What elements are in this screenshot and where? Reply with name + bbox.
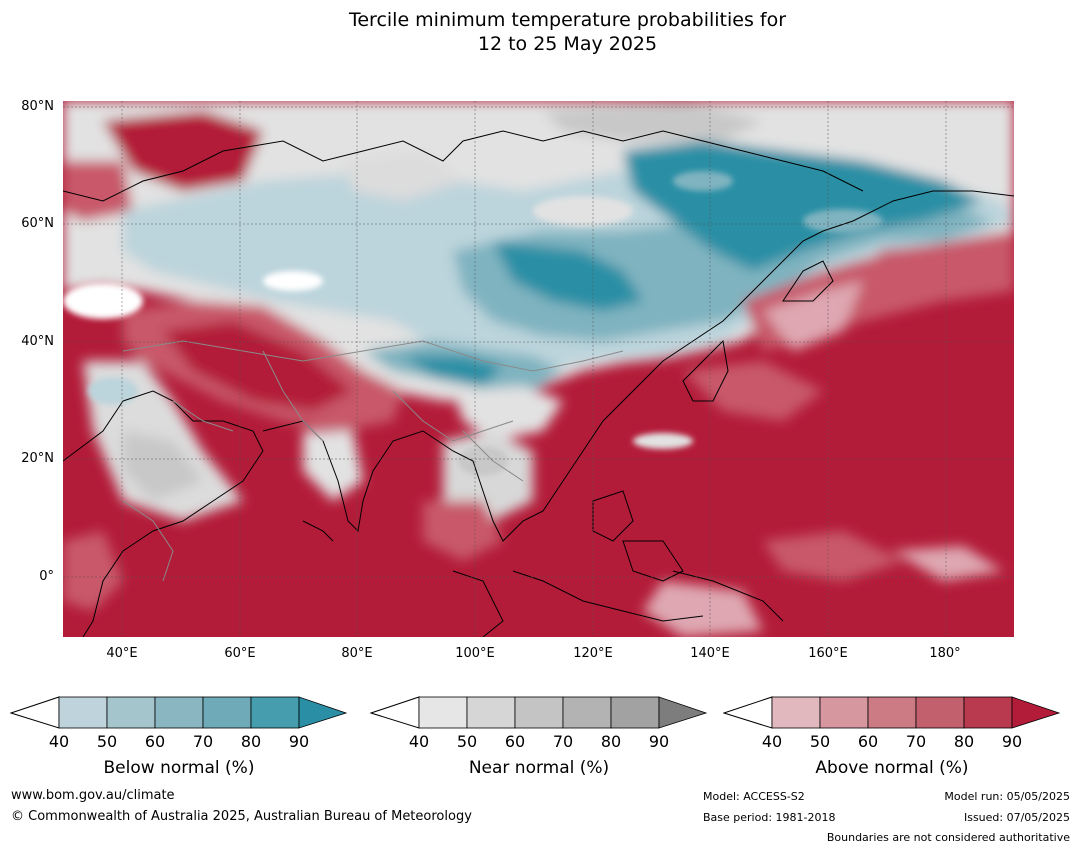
above-tick-70: 70 bbox=[905, 732, 927, 751]
colorbar-swatch bbox=[963, 696, 1013, 729]
disclaimer-text: Boundaries are not considered authoritat… bbox=[826, 831, 1070, 844]
colorbar-swatch bbox=[658, 696, 708, 729]
below-tick-80: 80 bbox=[240, 732, 262, 751]
below-tick-70: 70 bbox=[192, 732, 214, 751]
graticule bbox=[63, 101, 1014, 637]
colorbar-swatch bbox=[106, 696, 156, 729]
below-tick-50: 50 bbox=[96, 732, 118, 751]
colorbar-swatch bbox=[154, 696, 204, 729]
near-tick-50: 50 bbox=[456, 732, 478, 751]
base-period-text: Base period: 1981-2018 bbox=[703, 811, 836, 824]
lon-label-160e: 160°E bbox=[808, 646, 848, 661]
colorbar-swatch bbox=[867, 696, 917, 729]
probability-map bbox=[63, 101, 1014, 637]
near-tick-70: 70 bbox=[552, 732, 574, 751]
lon-label-180: 180° bbox=[929, 646, 961, 661]
issued-text: Issued: 07/05/2025 bbox=[963, 811, 1070, 824]
colorbar-swatch bbox=[514, 696, 564, 729]
title-line-2: 12 to 25 May 2025 bbox=[477, 33, 658, 55]
lon-label-120e: 120°E bbox=[573, 646, 613, 661]
above-normal-title: Above normal (%) bbox=[815, 758, 969, 778]
colorbar-swatch bbox=[915, 696, 965, 729]
colorbar-swatch bbox=[202, 696, 252, 729]
above-tick-40: 40 bbox=[761, 732, 783, 751]
colorbar-near-normal bbox=[370, 696, 708, 729]
near-normal-title: Near normal (%) bbox=[468, 758, 610, 778]
title-line-1: Tercile minimum temperature probabilitie… bbox=[348, 9, 787, 31]
legend-near-normal: 40 50 60 70 80 90 Near normal (%) bbox=[370, 694, 708, 784]
probability-details bbox=[63, 171, 883, 476]
map-title: Tercile minimum temperature probabilitie… bbox=[0, 8, 1081, 56]
lat-label-60n: 60°N bbox=[21, 216, 54, 231]
above-tick-50: 50 bbox=[809, 732, 831, 751]
colorbar-swatch bbox=[819, 696, 869, 729]
below-normal-title: Below normal (%) bbox=[103, 758, 255, 778]
above-tick-80: 80 bbox=[953, 732, 975, 751]
model-run-text: Model run: 05/05/2025 bbox=[944, 790, 1070, 803]
near-tick-40: 40 bbox=[408, 732, 430, 751]
colorbar-above-normal bbox=[723, 696, 1061, 729]
lon-label-80e: 80°E bbox=[341, 646, 373, 661]
colorbar-swatch bbox=[418, 696, 468, 729]
model-text: Model: ACCESS-S2 bbox=[703, 790, 805, 803]
colorbar-swatch bbox=[58, 696, 108, 729]
near-tick-80: 80 bbox=[600, 732, 622, 751]
colorbar-swatch bbox=[250, 696, 300, 729]
colorbar-swatch bbox=[610, 696, 660, 729]
legend-below-normal: 40 50 60 70 80 90 Below normal (%) bbox=[10, 694, 348, 784]
country-borders bbox=[122, 340, 624, 582]
lon-label-100e: 100°E bbox=[455, 646, 495, 661]
colorbar-swatch bbox=[771, 696, 821, 729]
copyright-text: © Commonwealth of Australia 2025, Austra… bbox=[11, 809, 472, 824]
coastlines bbox=[63, 130, 1014, 637]
lon-label-40e: 40°E bbox=[106, 646, 138, 661]
map-svg bbox=[63, 101, 1014, 637]
colorbar-swatch bbox=[298, 696, 348, 729]
near-tick-90: 90 bbox=[648, 732, 670, 751]
colorbar-swatch bbox=[1011, 696, 1061, 729]
colorbar-swatch bbox=[562, 696, 612, 729]
near-tick-60: 60 bbox=[504, 732, 526, 751]
colorbar-swatch bbox=[466, 696, 516, 729]
above-tick-90: 90 bbox=[1001, 732, 1023, 751]
colorbar-below-normal bbox=[10, 696, 348, 729]
above-tick-60: 60 bbox=[857, 732, 879, 751]
lon-label-140e: 140°E bbox=[690, 646, 730, 661]
below-tick-40: 40 bbox=[48, 732, 70, 751]
lat-label-20n: 20°N bbox=[21, 451, 54, 466]
below-tick-60: 60 bbox=[144, 732, 166, 751]
legend-above-normal: 40 50 60 70 80 90 Above normal (%) bbox=[723, 694, 1061, 784]
lat-label-40n: 40°N bbox=[21, 334, 54, 349]
bom-url: www.bom.gov.au/climate bbox=[11, 788, 175, 803]
below-tick-90: 90 bbox=[288, 732, 310, 751]
lon-label-60e: 60°E bbox=[224, 646, 256, 661]
lat-label-0: 0° bbox=[39, 569, 54, 584]
lat-label-80n: 80°N bbox=[21, 99, 54, 114]
